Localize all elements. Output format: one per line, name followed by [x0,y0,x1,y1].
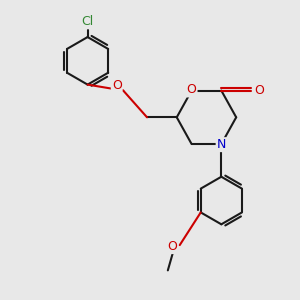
Text: Cl: Cl [82,15,94,28]
Text: O: O [167,240,177,253]
Text: O: O [187,83,196,97]
Text: O: O [112,79,122,92]
Text: O: O [254,84,264,97]
Text: N: N [217,138,226,151]
